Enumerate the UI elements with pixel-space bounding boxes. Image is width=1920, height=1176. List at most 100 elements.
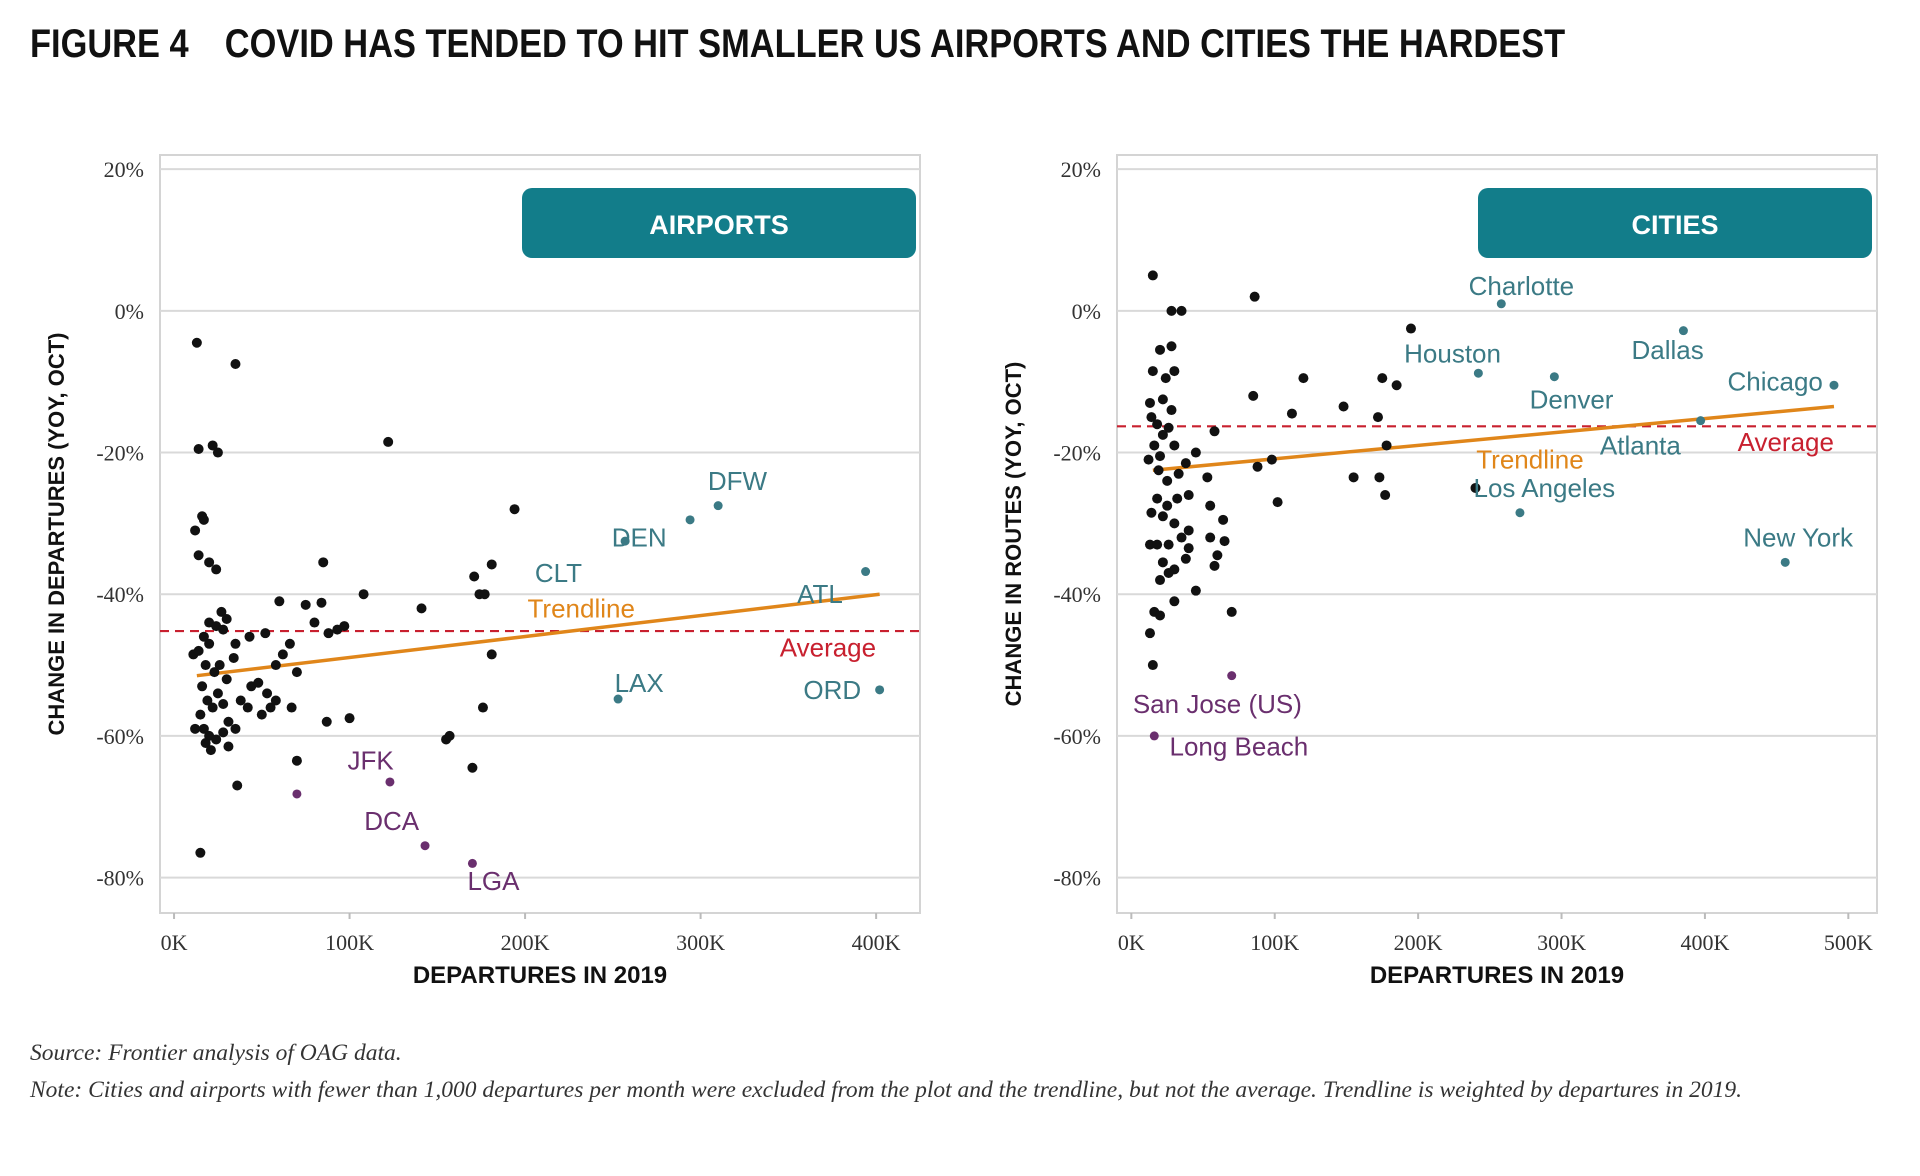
data-point: [486, 649, 497, 660]
data-point: [291, 755, 302, 766]
highlighted-point: [385, 777, 395, 787]
data-point: [1149, 440, 1160, 451]
data-point: [477, 702, 488, 713]
trendline-label: Trendline: [1476, 445, 1583, 475]
point-label: LAX: [615, 668, 664, 698]
x-tick-label: 400K: [1680, 930, 1729, 955]
data-point: [1374, 472, 1385, 483]
data-point: [218, 727, 229, 738]
highlighted-point: [467, 858, 477, 868]
y-tick-label: -20%: [96, 441, 144, 466]
data-point: [1155, 610, 1166, 621]
highlighted-point: [1515, 508, 1525, 518]
data-point: [1209, 560, 1220, 571]
y-tick-label: -60%: [96, 724, 144, 749]
data-point: [1183, 525, 1194, 536]
x-tick-label: 200K: [1394, 930, 1443, 955]
x-tick-label: 100K: [325, 930, 374, 955]
data-point: [218, 699, 229, 710]
y-tick-label: -80%: [96, 866, 144, 891]
data-point: [190, 723, 201, 734]
data-point: [232, 780, 243, 791]
data-point: [1286, 408, 1297, 419]
data-point: [221, 674, 232, 685]
data-point: [1152, 493, 1163, 504]
data-point: [323, 628, 334, 639]
data-point: [1272, 497, 1283, 508]
data-point: [270, 695, 281, 706]
data-point: [270, 660, 281, 671]
data-point: [1248, 390, 1259, 401]
x-tick-label: 0K: [1118, 930, 1145, 955]
data-point: [1153, 465, 1164, 476]
data-point: [1155, 575, 1166, 586]
highlighted-point: [1829, 380, 1839, 390]
point-label: Houston: [1404, 338, 1501, 368]
data-point: [235, 695, 246, 706]
y-tick-label: 20%: [1061, 157, 1101, 182]
data-point: [221, 614, 232, 625]
data-point: [1147, 660, 1158, 671]
data-point: [244, 631, 255, 642]
highlighted-point: [1678, 326, 1688, 336]
highlighted-point: [861, 567, 871, 577]
data-point: [1144, 397, 1155, 408]
data-point: [316, 597, 327, 608]
data-point: [1176, 532, 1187, 543]
data-point: [1152, 539, 1163, 550]
point-label: ATL: [797, 579, 843, 609]
point-label: DFW: [708, 466, 768, 496]
highlighted-point: [1473, 368, 1483, 378]
data-point: [1218, 514, 1229, 525]
data-point: [260, 628, 271, 639]
data-point: [383, 436, 394, 447]
panel-airports: 20% 0% -20% -40% -60% -80% 0K 100K 200K 300K 400K A…: [44, 154, 921, 989]
data-point: [509, 504, 520, 515]
x-axis-label: DEPARTURES IN 2019: [413, 962, 667, 989]
point-label: DEN: [612, 523, 667, 553]
data-point: [1209, 426, 1220, 437]
x-tick-label: 0K: [161, 930, 188, 955]
panel-header: [1478, 188, 1872, 258]
data-point: [1172, 493, 1183, 504]
data-point: [1205, 500, 1216, 511]
y-axis-label: CHANGE IN DEPARTURES (YOY, OCT): [44, 333, 69, 736]
point-label: DCA: [364, 806, 420, 836]
data-point: [1146, 507, 1157, 518]
data-point: [1205, 532, 1216, 543]
data-point: [358, 589, 369, 600]
data-point: [284, 638, 295, 649]
data-point: [291, 667, 302, 678]
data-point: [242, 702, 253, 713]
data-point: [228, 652, 239, 663]
data-point: [198, 723, 209, 734]
data-point: [1190, 585, 1201, 596]
point-label: Chicago: [1727, 367, 1822, 397]
trendline-label: Trendline: [528, 593, 635, 623]
data-point: [211, 564, 222, 575]
highlighted-point: [685, 515, 695, 525]
data-point: [277, 649, 288, 660]
data-point: [1183, 490, 1194, 501]
data-point: [1147, 270, 1158, 281]
data-point: [253, 677, 264, 688]
data-point: [1252, 461, 1263, 472]
data-point: [1176, 305, 1187, 316]
data-point: [1266, 454, 1277, 465]
data-point: [214, 660, 225, 671]
data-point: [230, 638, 241, 649]
data-point: [1173, 468, 1184, 479]
data-point: [207, 440, 218, 451]
data-point: [1377, 373, 1388, 384]
x-tick-label: 200K: [501, 930, 550, 955]
data-point: [230, 723, 241, 734]
data-point: [197, 681, 208, 692]
data-point: [216, 606, 227, 617]
point-label: LGA: [467, 866, 520, 896]
data-point: [1166, 341, 1177, 352]
data-point: [1190, 447, 1201, 458]
highlighted-point: [420, 841, 430, 851]
data-point: [256, 709, 267, 720]
data-point: [1226, 606, 1237, 617]
point-label: San Jose (US): [1133, 689, 1302, 719]
